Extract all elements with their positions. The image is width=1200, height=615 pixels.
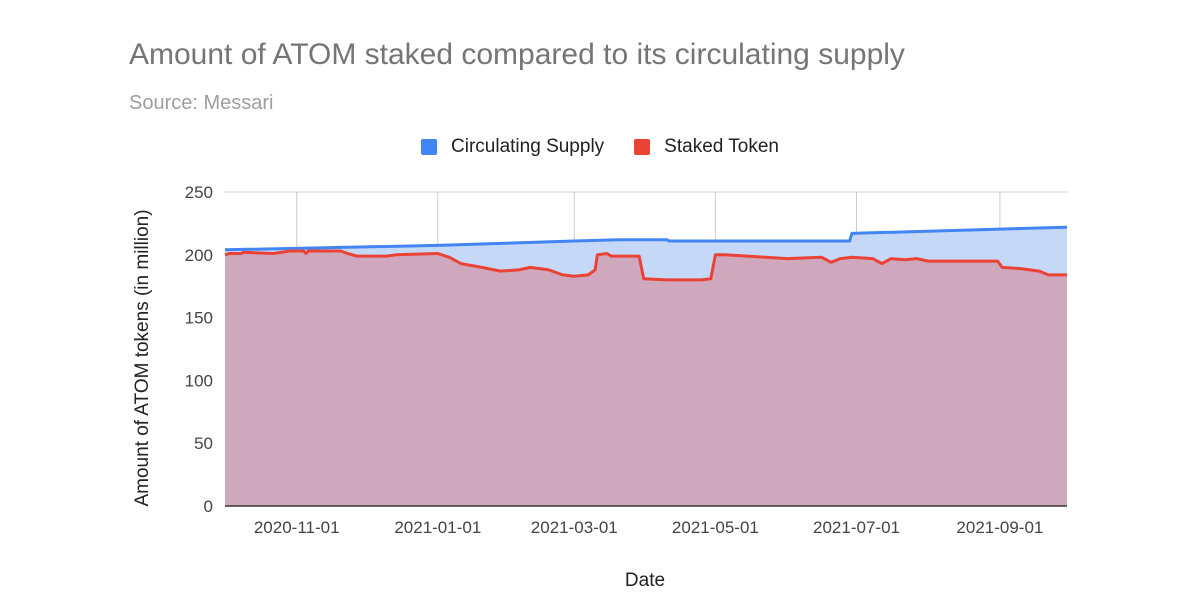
x-tick-label: 2020-11-01 xyxy=(254,518,340,537)
legend-item-circulating-supply[interactable]: Circulating Supply xyxy=(421,136,604,158)
legend-item-staked-token[interactable]: Staked Token xyxy=(634,136,779,158)
y-tick-label: 0 xyxy=(204,497,213,516)
x-tick-label: 2021-01-01 xyxy=(394,518,481,537)
y-tick-label: 50 xyxy=(194,434,213,453)
x-axis-label: Date xyxy=(625,570,665,591)
legend-swatch-circulating-supply xyxy=(421,139,438,155)
circulating-supply-line xyxy=(224,225,1068,252)
legend-swatch-staked-token xyxy=(634,139,651,155)
y-tick-label: 150 xyxy=(185,309,213,328)
y-tick-label: 100 xyxy=(185,371,213,390)
x-tick-label: 2021-03-01 xyxy=(531,518,618,537)
chart-subtitle: Source: Messari xyxy=(129,92,274,114)
axes: 0 50 100 150 200 250 2020-11-01 2021-01-01 2021-… xyxy=(185,183,1067,537)
y-tick-label: 200 xyxy=(185,246,213,265)
series-areas xyxy=(225,227,1067,506)
y-tick-label: 250 xyxy=(185,183,213,202)
staked-token-line xyxy=(224,249,1067,282)
series-lines xyxy=(224,225,1068,282)
chart-title: Amount of ATOM staked compared to its ci… xyxy=(129,38,905,71)
legend-label-staked-token: Staked Token xyxy=(664,136,779,157)
x-tick-label: 2021-05-01 xyxy=(672,518,759,537)
legend-label-circulating-supply: Circulating Supply xyxy=(451,136,605,157)
x-tick-label: 2021-09-01 xyxy=(956,518,1043,537)
legend: Circulating Supply Staked Token xyxy=(0,136,1200,158)
y-axis-label: Amount of ATOM tokens (in million) xyxy=(132,209,153,506)
x-tick-label: 2021-07-01 xyxy=(813,518,900,537)
staked-token-area xyxy=(225,251,1067,506)
